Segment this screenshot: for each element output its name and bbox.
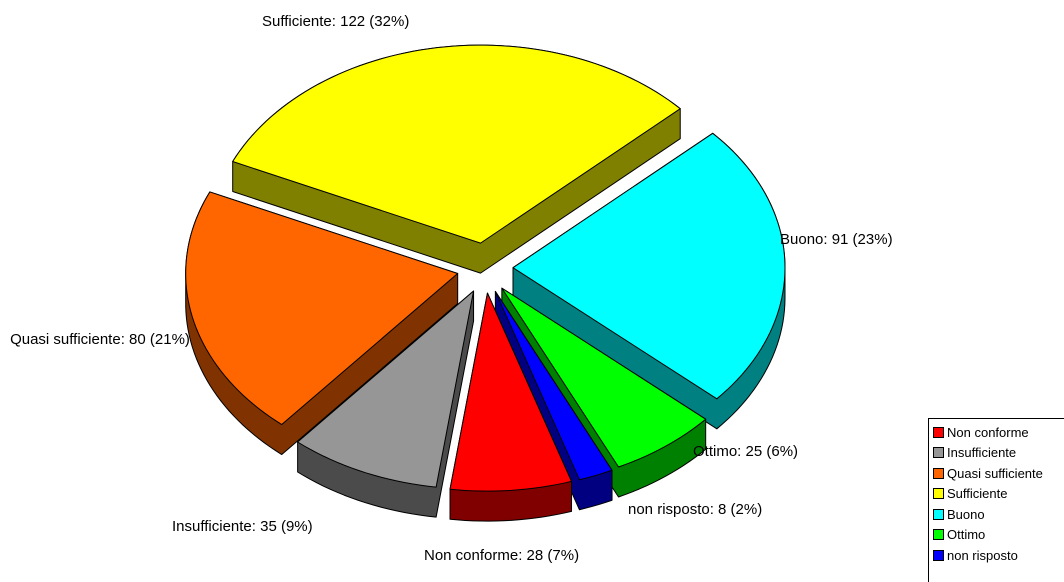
legend-swatch (933, 426, 944, 438)
data-label: Quasi sufficiente: 80 (21%) (10, 331, 190, 348)
data-label: Insufficiente: 35 (9%) (172, 518, 313, 535)
slice (297, 290, 475, 488)
legend-label: Buono (947, 506, 985, 522)
legend-swatch (933, 467, 944, 479)
data-label: Buono: 91 (23%) (780, 231, 893, 248)
legend-label: Non conforme (947, 424, 1029, 440)
legend-item: Ottimo (933, 525, 1064, 546)
legend-swatch (933, 508, 944, 520)
data-label: Sufficiente: 122 (32%) (262, 13, 410, 30)
legend-label: Quasi sufficiente (947, 465, 1043, 481)
slice (501, 287, 707, 468)
legend-item: non risposto (933, 545, 1064, 566)
legend-label: Sufficiente (947, 486, 1008, 502)
data-label: non risposto: 8 (2%) (628, 501, 763, 518)
legend-swatch (933, 529, 944, 541)
legend-item: Sufficiente (933, 484, 1064, 505)
legend-item: Buono (933, 504, 1064, 525)
legend-label: non risposto (947, 547, 1018, 563)
legend-label: Insufficiente (947, 445, 1017, 461)
legend-swatch (933, 447, 944, 459)
legend: Non conforme Insufficiente Quasi sufficien… (928, 418, 1064, 582)
slice (449, 292, 573, 492)
legend-swatch (933, 549, 944, 561)
legend-swatch (933, 488, 944, 500)
slice (232, 44, 681, 244)
legend-label: Ottimo (947, 527, 986, 543)
legend-item: Insufficiente (933, 443, 1064, 464)
data-label: Ottimo: 25 (6%) (693, 443, 799, 460)
slice (494, 290, 613, 481)
data-label: Non conforme: 28 (7%) (424, 547, 580, 564)
legend-item: Non conforme (933, 422, 1064, 443)
legend-item: Quasi sufficiente (933, 463, 1064, 484)
slice (185, 191, 459, 426)
slice (512, 132, 786, 400)
